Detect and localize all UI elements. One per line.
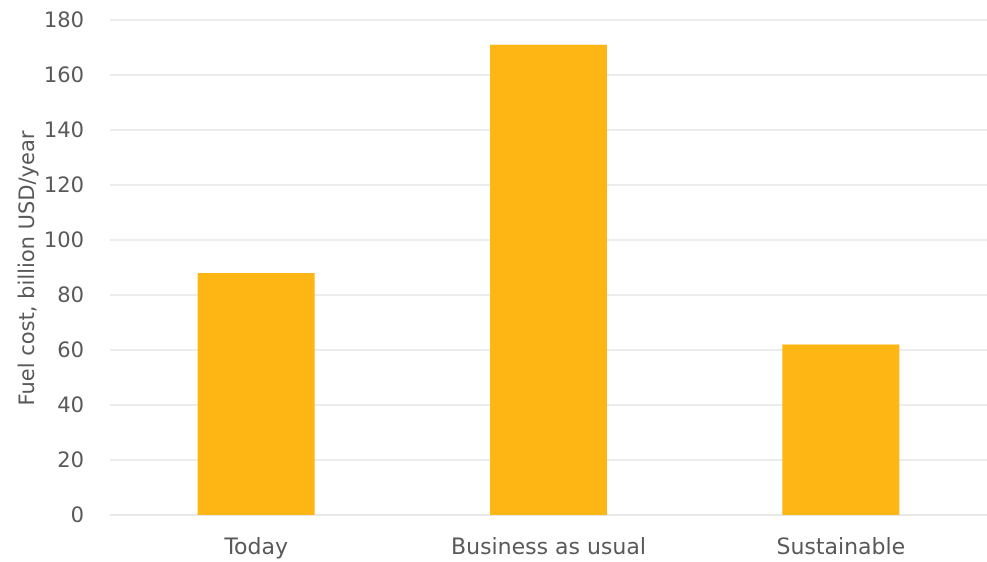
y-tick-label-60: 60	[57, 338, 84, 362]
y-axis-ticks: 0 20 40 60 80 100 120 140 160 180	[44, 8, 84, 527]
bar-business-as-usual	[490, 44, 607, 515]
y-tick-label-160: 160	[44, 63, 84, 87]
x-axis-ticks: Today Business as usual Sustainable	[223, 535, 905, 560]
bar-sustainable	[782, 344, 900, 515]
x-tick-label-sustainable: Sustainable	[777, 535, 906, 560]
y-tick-label-120: 120	[44, 173, 84, 197]
x-tick-label-business-as-usual: Business as usual	[451, 535, 646, 560]
y-tick-label-40: 40	[57, 393, 84, 417]
y-tick-label-140: 140	[44, 118, 84, 142]
y-tick-label-0: 0	[71, 503, 84, 527]
y-tick-label-20: 20	[57, 448, 84, 472]
y-axis-title: Fuel cost, billion USD/year	[15, 130, 39, 405]
y-tick-label-180: 180	[44, 8, 84, 32]
bar-today	[197, 273, 315, 515]
bars	[197, 44, 900, 515]
y-tick-label-80: 80	[57, 283, 84, 307]
y-tick-label-100: 100	[44, 228, 84, 252]
x-tick-label-today: Today	[223, 535, 288, 560]
